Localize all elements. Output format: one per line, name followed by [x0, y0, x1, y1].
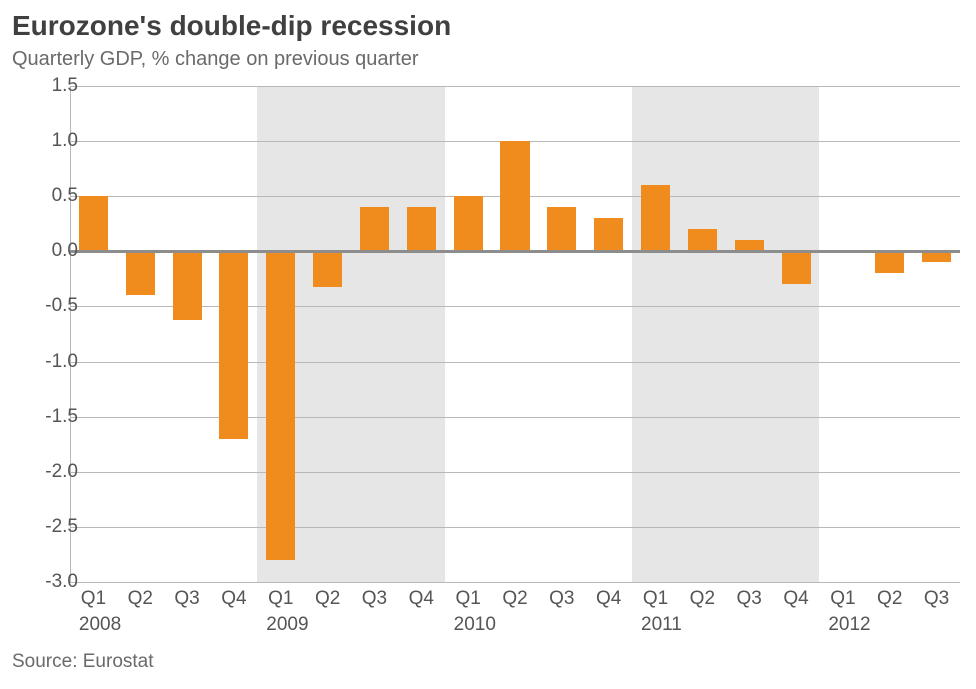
bar: [360, 207, 389, 251]
y-tick-label: 1.5: [18, 75, 78, 97]
bar: [79, 196, 108, 251]
chart-container: Eurozone's double-dip recession Quarterl…: [0, 0, 976, 689]
x-tick-quarter: Q1: [70, 588, 117, 610]
y-tick-label: 0.0: [18, 240, 78, 262]
x-tick-quarter: Q3: [913, 588, 960, 610]
y-tick-label: -1.5: [18, 406, 78, 428]
bar: [266, 251, 295, 560]
x-tick-quarter: Q4: [398, 588, 445, 610]
x-tick-quarter: Q1: [632, 588, 679, 610]
x-tick-quarter: Q3: [351, 588, 398, 610]
y-tick-label: -3.0: [18, 571, 78, 593]
gridline: [70, 582, 960, 583]
chart-subtitle: Quarterly GDP, % change on previous quar…: [12, 48, 419, 71]
x-tick-quarter: Q2: [117, 588, 164, 610]
y-axis-line: [70, 86, 71, 582]
x-tick-quarter: Q2: [304, 588, 351, 610]
x-tick-quarter: Q3: [164, 588, 211, 610]
bar: [594, 218, 623, 251]
gridline: [70, 362, 960, 363]
x-tick-year: 2009: [266, 614, 308, 636]
y-tick-label: 0.5: [18, 185, 78, 207]
x-tick-quarter: Q4: [773, 588, 820, 610]
y-tick-label: -2.0: [18, 461, 78, 483]
bar: [454, 196, 483, 251]
chart-plot-area: [70, 86, 960, 582]
x-tick-quarter: Q1: [819, 588, 866, 610]
bar: [313, 251, 342, 286]
bar: [500, 141, 529, 251]
bar: [407, 207, 436, 251]
x-tick-quarter: Q4: [211, 588, 258, 610]
x-tick-year: 2008: [79, 614, 121, 636]
chart-source: Source: Eurostat: [12, 651, 154, 673]
x-tick-quarter: Q1: [445, 588, 492, 610]
x-tick-quarter: Q1: [257, 588, 304, 610]
x-tick-quarter: Q2: [679, 588, 726, 610]
shaded-band-2011: [632, 86, 819, 582]
bar: [782, 251, 811, 284]
y-tick-label: 1.0: [18, 130, 78, 152]
bar: [219, 251, 248, 438]
bar: [547, 207, 576, 251]
x-tick-quarter: Q3: [538, 588, 585, 610]
x-tick-year: 2012: [828, 614, 870, 636]
zero-baseline-top: [70, 250, 960, 253]
gridline: [70, 417, 960, 418]
x-tick-quarter: Q4: [585, 588, 632, 610]
y-tick-label: -1.0: [18, 351, 78, 373]
y-tick-label: -2.5: [18, 516, 78, 538]
gridline: [70, 86, 960, 87]
bar: [875, 251, 904, 273]
y-tick-label: -0.5: [18, 295, 78, 317]
x-tick-year: 2011: [641, 614, 682, 636]
gridline: [70, 472, 960, 473]
gridline: [70, 527, 960, 528]
x-tick-year: 2010: [454, 614, 496, 636]
bar: [641, 185, 670, 251]
bar: [688, 229, 717, 251]
gridline: [70, 306, 960, 307]
bar: [126, 251, 155, 295]
bar: [173, 251, 202, 319]
x-tick-quarter: Q2: [866, 588, 913, 610]
x-tick-quarter: Q2: [492, 588, 539, 610]
x-tick-quarter: Q3: [726, 588, 773, 610]
chart-title: Eurozone's double-dip recession: [12, 10, 451, 42]
